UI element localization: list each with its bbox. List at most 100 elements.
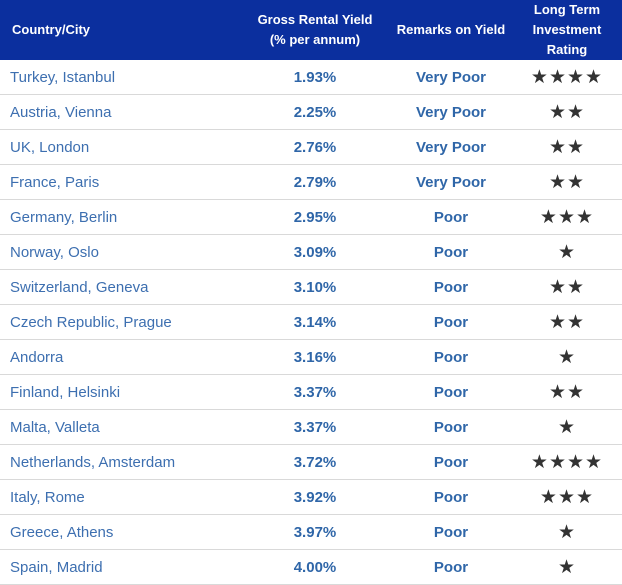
- star-icon: ★: [585, 451, 604, 473]
- city-cell: Andorra: [0, 339, 240, 375]
- header-remarks: Remarks on Yield: [396, 22, 506, 37]
- city-cell: UK, London: [0, 129, 240, 165]
- rating-cell: ★: [512, 339, 622, 375]
- star-icon: ★: [548, 171, 567, 193]
- city-cell: Malta, Valleta: [0, 409, 240, 445]
- remark-cell: Poor: [390, 304, 512, 340]
- remark-cell: Very Poor: [390, 164, 512, 200]
- rating-cell: ★★: [512, 269, 622, 305]
- remark-cell: Very Poor: [390, 60, 512, 95]
- table-row: Malta, Valleta 3.37% Poor ★: [0, 409, 622, 445]
- star-icon: ★: [557, 486, 577, 508]
- header-row: Country/City Gross Rental Yield (% per a…: [0, 0, 622, 60]
- city-cell: Greece, Athens: [0, 514, 240, 550]
- table-row: Spain, Madrid 4.00% Poor ★: [0, 549, 622, 585]
- city-cell: Italy, Rome: [0, 479, 240, 515]
- yield-cell: 2.76%: [240, 129, 390, 165]
- star-icon: ★: [557, 206, 577, 228]
- table-row: Finland, Helsinki 3.37% Poor ★★: [0, 374, 622, 410]
- remark-cell: Poor: [390, 269, 512, 305]
- rating-cell: ★★★★: [512, 444, 622, 480]
- star-icon: ★: [567, 276, 586, 298]
- yield-cell: 3.16%: [240, 339, 390, 375]
- city-cell: Austria, Vienna: [0, 94, 240, 130]
- star-icon: ★: [557, 241, 577, 263]
- star-icon: ★: [548, 381, 567, 403]
- header-yield-line1: Gross Rental Yield: [257, 12, 373, 27]
- remark-cell: Poor: [390, 409, 512, 445]
- rating-cell: ★★★★: [512, 60, 622, 95]
- table-row: Italy, Rome 3.92% Poor ★★★: [0, 479, 622, 515]
- star-icon: ★: [548, 276, 567, 298]
- table-row: Turkey, Istanbul 1.93% Very Poor ★★★★: [0, 60, 622, 95]
- remark-cell: Very Poor: [390, 129, 512, 165]
- star-icon: ★: [557, 521, 577, 543]
- remark-cell: Poor: [390, 549, 512, 585]
- remark-cell: Poor: [390, 234, 512, 270]
- table-header: Country/City Gross Rental Yield (% per a…: [0, 0, 622, 60]
- rating-cell: ★: [512, 549, 622, 585]
- star-icon: ★: [548, 66, 567, 88]
- remark-cell: Very Poor: [390, 94, 512, 130]
- star-icon: ★: [567, 311, 586, 333]
- table-row: Switzerland, Geneva 3.10% Poor ★★: [0, 269, 622, 305]
- table-row: Germany, Berlin 2.95% Poor ★★★: [0, 199, 622, 235]
- table-row: UK, London 2.76% Very Poor ★★: [0, 129, 622, 165]
- city-cell: Switzerland, Geneva: [0, 269, 240, 305]
- star-icon: ★: [548, 451, 567, 473]
- yield-cell: 3.92%: [240, 479, 390, 515]
- rating-cell: ★★★: [512, 479, 622, 515]
- city-cell: France, Paris: [0, 164, 240, 200]
- yield-cell: 3.72%: [240, 444, 390, 480]
- table-row: Czech Republic, Prague 3.14% Poor ★★: [0, 304, 622, 340]
- yield-cell: 2.95%: [240, 199, 390, 235]
- yield-cell: 3.10%: [240, 269, 390, 305]
- star-icon: ★: [576, 206, 595, 228]
- city-cell: Netherlands, Amsterdam: [0, 444, 240, 480]
- rating-cell: ★★: [512, 304, 622, 340]
- remark-cell: Poor: [390, 514, 512, 550]
- star-icon: ★: [548, 136, 567, 158]
- star-icon: ★: [548, 101, 567, 123]
- remark-cell: Poor: [390, 339, 512, 375]
- remark-cell: Poor: [390, 479, 512, 515]
- yield-cell: 2.25%: [240, 94, 390, 130]
- star-icon: ★: [557, 416, 577, 438]
- yield-cell: 1.93%: [240, 60, 390, 95]
- table-row: Netherlands, Amsterdam 3.72% Poor ★★★★: [0, 444, 622, 480]
- star-icon: ★: [567, 381, 586, 403]
- table-body: Turkey, Istanbul 1.93% Very Poor ★★★★ Austri…: [0, 60, 622, 585]
- star-icon: ★: [585, 66, 604, 88]
- header-country: Country/City: [12, 22, 90, 37]
- yield-cell: 3.37%: [240, 409, 390, 445]
- city-cell: Spain, Madrid: [0, 549, 240, 585]
- rating-cell: ★: [512, 409, 622, 445]
- table-row: Greece, Athens 3.97% Poor ★: [0, 514, 622, 550]
- header-yield-line2: (% per annum): [269, 32, 361, 47]
- remark-cell: Poor: [390, 444, 512, 480]
- table-row: France, Paris 2.79% Very Poor ★★: [0, 164, 622, 200]
- star-icon: ★: [530, 66, 549, 88]
- yield-cell: 3.09%: [240, 234, 390, 270]
- city-cell: Norway, Oslo: [0, 234, 240, 270]
- star-icon: ★: [548, 311, 567, 333]
- header-rating-line1: Long Term: [533, 2, 601, 17]
- header-yield: Gross Rental Yield (% per annum): [240, 0, 390, 60]
- rating-cell: ★★★: [512, 199, 622, 235]
- rating-cell: ★★: [512, 374, 622, 410]
- star-icon: ★: [567, 101, 586, 123]
- star-icon: ★: [567, 136, 586, 158]
- yield-cell: 2.79%: [240, 164, 390, 200]
- header-rating-line2: Investment Rating: [532, 22, 602, 57]
- yield-cell: 3.97%: [240, 514, 390, 550]
- table-row: Andorra 3.16% Poor ★: [0, 339, 622, 375]
- star-icon: ★: [539, 206, 558, 228]
- city-cell: Germany, Berlin: [0, 199, 240, 235]
- star-icon: ★: [557, 346, 577, 368]
- remark-cell: Poor: [390, 374, 512, 410]
- table-row: Norway, Oslo 3.09% Poor ★: [0, 234, 622, 270]
- star-icon: ★: [567, 171, 586, 193]
- star-icon: ★: [530, 451, 549, 473]
- star-icon: ★: [539, 486, 558, 508]
- city-cell: Turkey, Istanbul: [0, 60, 240, 95]
